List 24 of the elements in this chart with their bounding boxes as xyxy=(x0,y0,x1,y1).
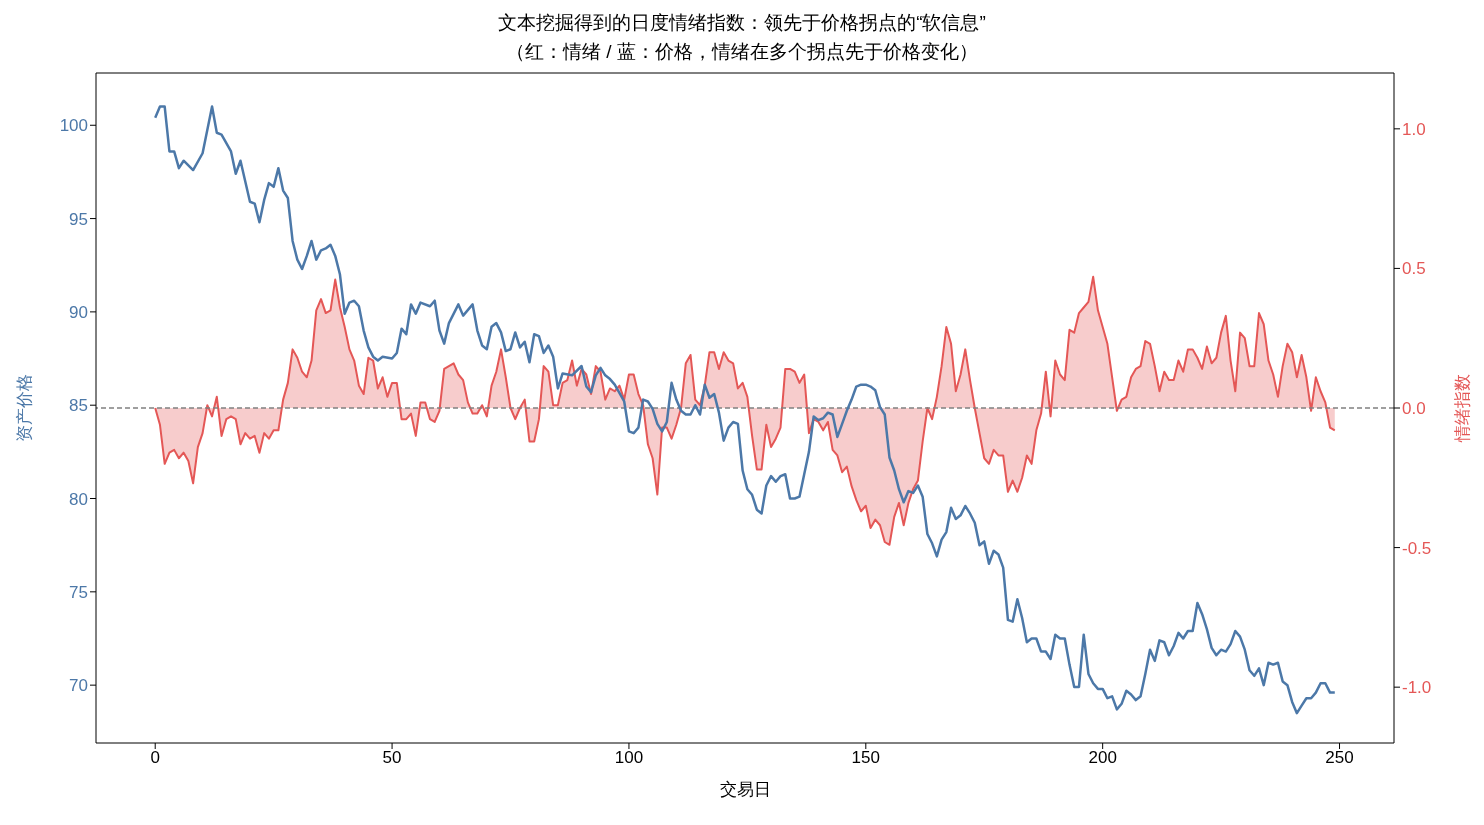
y-tick-label: 85 xyxy=(69,396,88,416)
x-tick-label: 100 xyxy=(614,748,644,768)
y-tick-label: 70 xyxy=(69,676,88,696)
chart-subtitle: （红：情绪 / 蓝：价格，情绪在多个拐点先于价格变化） xyxy=(505,40,979,64)
y-tick-label: 90 xyxy=(69,302,88,322)
x-tick-label: 0 xyxy=(150,748,160,768)
x-tick-label: 150 xyxy=(851,748,880,768)
chart-title: 文本挖掘得到的日度情绪指数：领先于价格拐点的“软信息” xyxy=(497,11,987,35)
y2-axis-title: 情绪指数 xyxy=(1453,374,1473,443)
x-tick-label: 50 xyxy=(382,748,402,768)
y-tick-label: 100 xyxy=(59,116,88,136)
y-tick-label: 80 xyxy=(69,489,88,509)
y2-tick-label: 0.5 xyxy=(1402,259,1426,279)
y-axis-title: 资产价格 xyxy=(15,374,35,442)
y-tick-label: 75 xyxy=(69,582,88,602)
x-tick-label: 250 xyxy=(1325,748,1354,768)
x-axis-title: 交易日 xyxy=(719,780,771,799)
y2-tick-label: -0.5 xyxy=(1402,538,1432,558)
line-series xyxy=(153,105,1337,715)
y-tick-label: 95 xyxy=(69,209,88,229)
x-tick-label: 200 xyxy=(1088,748,1117,768)
y2-tick-label: 1.0 xyxy=(1402,119,1426,139)
y2-tick-label: -1.0 xyxy=(1402,678,1432,698)
y2-tick-label: 0.0 xyxy=(1402,399,1426,419)
